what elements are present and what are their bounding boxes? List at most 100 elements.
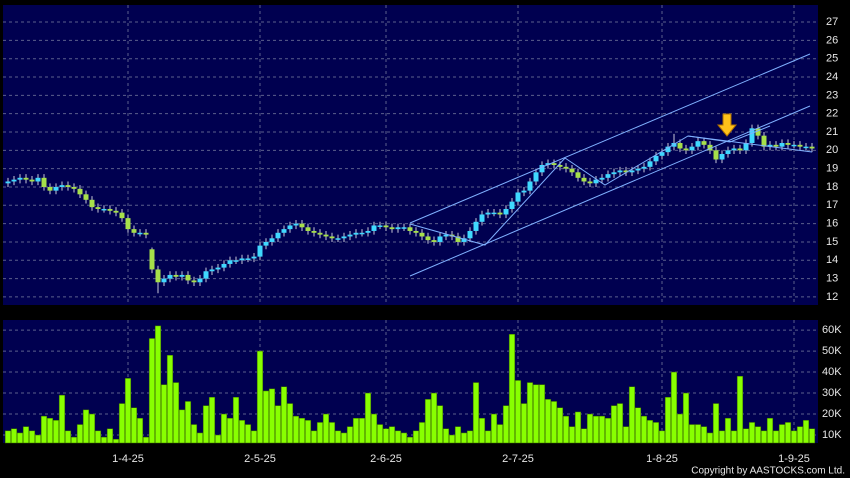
x-tick-label: 2-5-25 — [244, 453, 276, 465]
volume-bar — [388, 426, 396, 444]
volume-bar — [646, 420, 654, 444]
volume-bar — [448, 434, 456, 444]
y-tick-label: 16 — [826, 218, 838, 230]
candle-body — [209, 269, 215, 272]
volume-bar — [676, 413, 684, 444]
candle-body — [515, 192, 521, 202]
x-tick-label: 2-6-25 — [370, 453, 402, 465]
volume-bar — [658, 430, 666, 444]
volume-bar — [316, 422, 324, 444]
candle-body — [743, 142, 749, 151]
volume-bar — [4, 430, 12, 444]
candle-body — [467, 230, 473, 239]
candle-body — [245, 258, 251, 260]
candle-body — [557, 164, 563, 167]
y-tick-label: 26 — [826, 34, 838, 46]
volume-bar — [472, 382, 480, 444]
volume-bar — [670, 371, 678, 444]
candle-body — [485, 212, 491, 215]
volume-bar — [82, 409, 90, 444]
volume-bar — [610, 405, 618, 444]
volume-bar — [250, 430, 258, 444]
volume-bar — [148, 338, 156, 444]
volume-bar — [544, 399, 552, 444]
volume-bar — [406, 436, 414, 444]
candle-body — [101, 208, 107, 211]
candle-body — [125, 218, 131, 230]
candle-body — [683, 148, 689, 151]
candle-body — [545, 163, 551, 165]
candle-body — [527, 181, 533, 191]
volume-bar — [424, 399, 432, 444]
candle-body — [317, 232, 323, 235]
volume-bar — [106, 428, 114, 444]
candle-body — [203, 271, 209, 279]
candle-body — [281, 229, 287, 233]
candle-body — [215, 267, 221, 270]
volume-bar — [124, 378, 132, 444]
candle-body — [35, 177, 41, 182]
volume-bar — [154, 325, 162, 444]
volume-bar — [304, 420, 312, 444]
candle-body — [179, 274, 185, 277]
volume-bar — [196, 432, 204, 444]
candle-body — [479, 214, 485, 222]
candle-body — [629, 170, 635, 173]
candle-body — [593, 179, 599, 184]
volume-bar — [616, 403, 624, 444]
volume-bar — [682, 392, 690, 444]
volume-bar — [70, 436, 78, 444]
candle-body — [113, 210, 119, 213]
volume-bar — [226, 417, 234, 444]
candle-body — [239, 258, 245, 261]
candle-body — [383, 225, 389, 228]
candle-body — [797, 144, 803, 147]
volume-bar — [436, 405, 444, 444]
candle-body — [269, 238, 275, 242]
volume-bar — [664, 396, 672, 444]
volume-bar — [736, 376, 744, 444]
candle-body — [227, 260, 233, 264]
volume-bar — [490, 413, 498, 444]
volume-bar — [322, 413, 330, 444]
copyright: Copyright by AASTOCKS.com Ltd. — [691, 466, 845, 477]
volume-bar — [538, 384, 546, 444]
volume-bar — [58, 394, 66, 444]
volume-bar — [790, 430, 798, 444]
volume-bar — [652, 422, 660, 444]
candle-body — [233, 260, 239, 262]
volume-bar — [730, 430, 738, 444]
candle-body — [89, 199, 95, 208]
y-tick-label: 22 — [826, 108, 838, 120]
volume-bar — [16, 432, 24, 444]
candle-body — [413, 230, 419, 233]
candle-body — [329, 236, 335, 239]
volume-bar — [64, 430, 72, 444]
volume-bar — [784, 422, 792, 444]
volume-bar — [694, 424, 702, 444]
candle-body — [359, 232, 365, 235]
volume-bar — [634, 407, 642, 444]
candle-body — [371, 225, 377, 231]
candle-body — [731, 148, 737, 151]
volume-bar — [178, 409, 186, 444]
candle-body — [623, 170, 629, 173]
y-tick-label: 15 — [826, 236, 838, 248]
volume-bar — [700, 426, 708, 444]
volume-bar — [412, 430, 420, 444]
volume-bar — [100, 436, 108, 444]
volume-bar — [778, 424, 786, 444]
volume-bar — [496, 424, 504, 444]
x-tick-label: 1-4-25 — [112, 453, 144, 465]
volume-bar — [274, 405, 282, 444]
candle-body — [575, 172, 581, 178]
candle-body — [335, 238, 341, 240]
channel-lower — [409, 105, 811, 277]
volume-bar — [76, 424, 84, 444]
candle-body — [755, 128, 761, 136]
candle-body — [287, 225, 293, 230]
volume-bar — [556, 407, 564, 444]
candle-body — [47, 186, 53, 191]
volume-bar — [748, 422, 756, 444]
